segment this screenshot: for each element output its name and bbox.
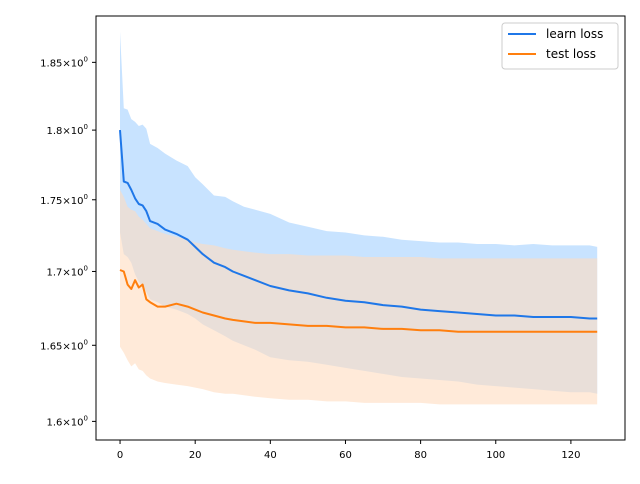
y-tick-label: 1.85×100 (40, 55, 88, 69)
y-tick-label: 1.7×100 (47, 264, 88, 278)
learn-loss-line (119, 130, 598, 320)
y-tick-label: 1.75×100 (40, 193, 88, 207)
x-tick-label: 80 (414, 450, 427, 461)
y-tick-label: 1.65×100 (40, 338, 88, 352)
confidence-bands (120, 31, 598, 405)
x-tick-label: 0 (117, 450, 123, 461)
x-tick-label: 100 (486, 450, 505, 461)
x-tick-label: 40 (264, 450, 277, 461)
x-tick-label: 60 (339, 450, 352, 461)
y-tick-label: 1.6×100 (47, 414, 88, 428)
legend-label-learn-loss: learn loss (546, 27, 603, 41)
test-loss-band (120, 189, 598, 405)
y-axis: 1.6×100 1.65×100 1.7×100 1.75×100 1.8×100 1.8… (40, 55, 96, 428)
legend: learn loss test loss (501, 22, 619, 70)
legend-label-test-loss: test loss (546, 47, 596, 61)
x-axis: 0 20 40 60 80 100 120 (117, 440, 580, 461)
y-tick-label: 1.8×100 (47, 123, 88, 137)
x-tick-label: 20 (189, 450, 202, 461)
series-lines (119, 130, 598, 333)
x-tick-label: 120 (561, 450, 580, 461)
plot-frame (95, 15, 626, 441)
test-loss-line (119, 269, 598, 333)
